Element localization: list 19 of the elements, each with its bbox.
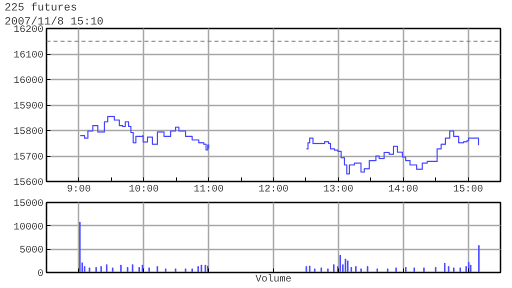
x-tick-label: 10:00 (128, 184, 159, 196)
x-tick-label: 12:00 (258, 184, 289, 196)
x-tick-label: 15:00 (453, 184, 484, 196)
y-tick-label: 15700 (13, 152, 44, 164)
y-tick-label: 16000 (13, 76, 44, 87)
x-tick-label: 9:00 (66, 184, 91, 196)
x-tick-label: 11:00 (194, 184, 224, 196)
y-tick-label: 5000 (19, 246, 44, 257)
y-tick-label: 15900 (13, 102, 44, 112)
x-tick-label: 14:00 (388, 184, 418, 196)
y-tick-label: 10000 (13, 222, 44, 234)
y-tick-label: 15000 (13, 199, 44, 210)
y-tick-label: 15600 (13, 178, 44, 189)
y-tick-label: 0 (38, 269, 44, 280)
chart-title: 225 futures (4, 2, 78, 14)
x-tick-label: 13:00 (323, 184, 354, 196)
x-axis-title: Volume (255, 274, 292, 286)
y-tick-label: 15800 (13, 127, 44, 138)
y-tick-label: 16100 (13, 50, 44, 62)
